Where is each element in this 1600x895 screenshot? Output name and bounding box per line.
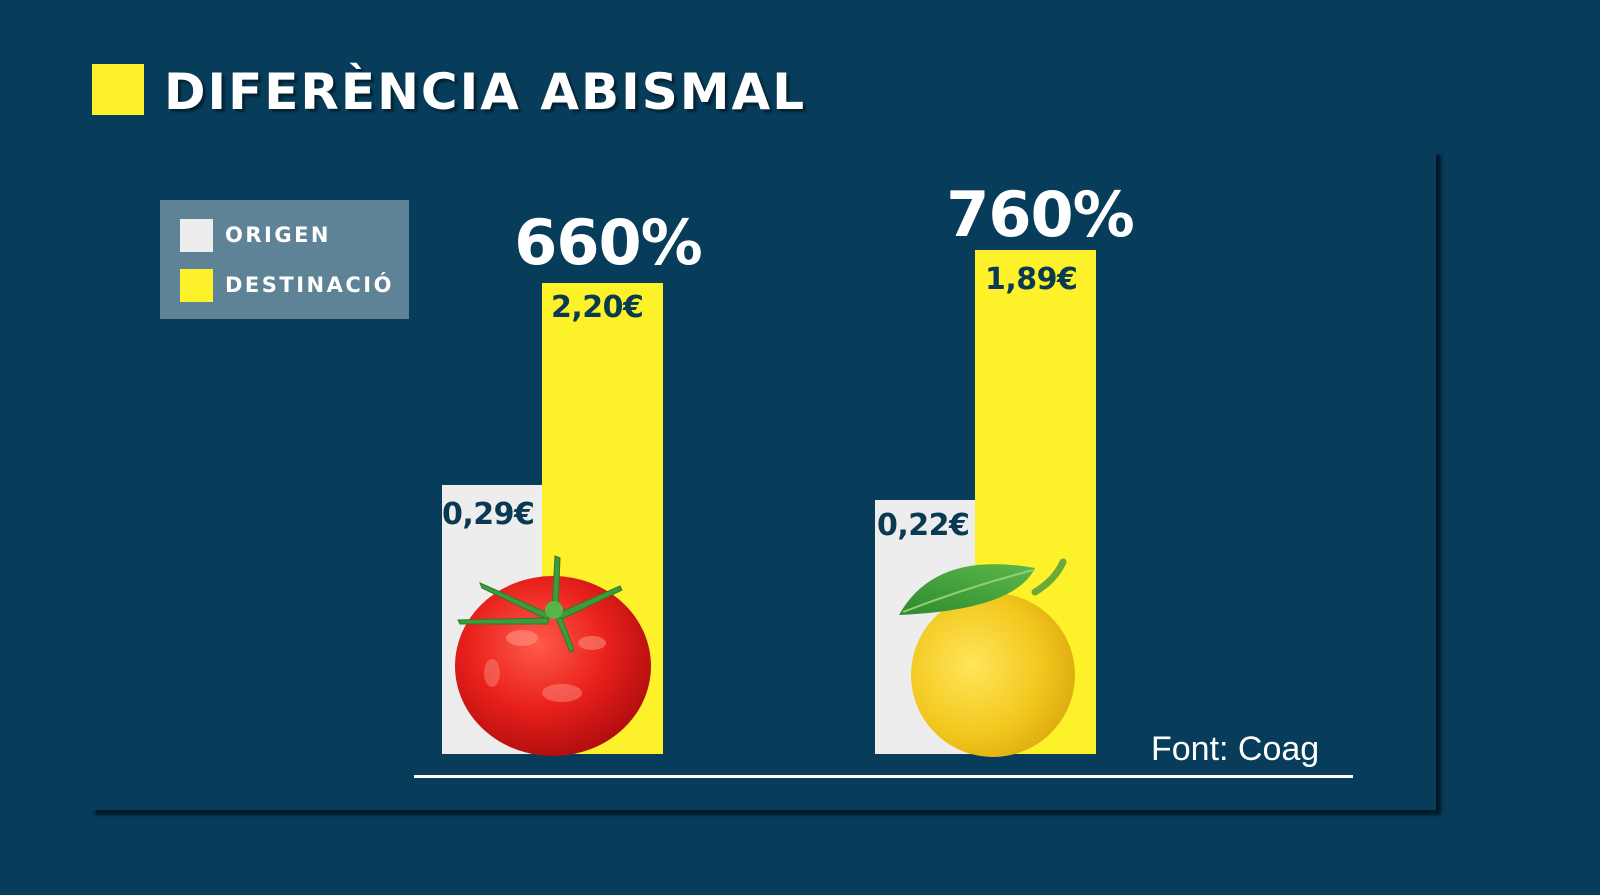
price-destination-lemon: 1,89€ [985,262,1078,297]
percent-label-tomato: 660% [514,206,703,279]
percent-label-lemon: 760% [946,178,1135,251]
x-axis-baseline [414,775,1353,778]
legend-item-destinacio: DESTINACIÓ [180,268,394,302]
price-origin-lemon: 0,22€ [877,508,970,543]
title-marker [92,64,144,115]
legend-swatch-origen [180,218,213,252]
legend-label: ORIGEN [225,223,331,247]
legend: ORIGEN DESTINACIÓ [160,200,409,319]
legend-item-origen: ORIGEN [180,218,331,252]
source-label: Font: Coag [1151,730,1320,768]
tomato-icon [455,555,651,756]
lemon-icon [899,558,1075,757]
legend-swatch-destinacio [180,268,213,302]
price-destination-tomato: 2,20€ [551,290,644,325]
price-origin-tomato: 0,29€ [442,497,535,532]
chart-title: DIFERÈNCIA ABISMAL [164,63,807,121]
legend-label: DESTINACIÓ [225,273,394,297]
